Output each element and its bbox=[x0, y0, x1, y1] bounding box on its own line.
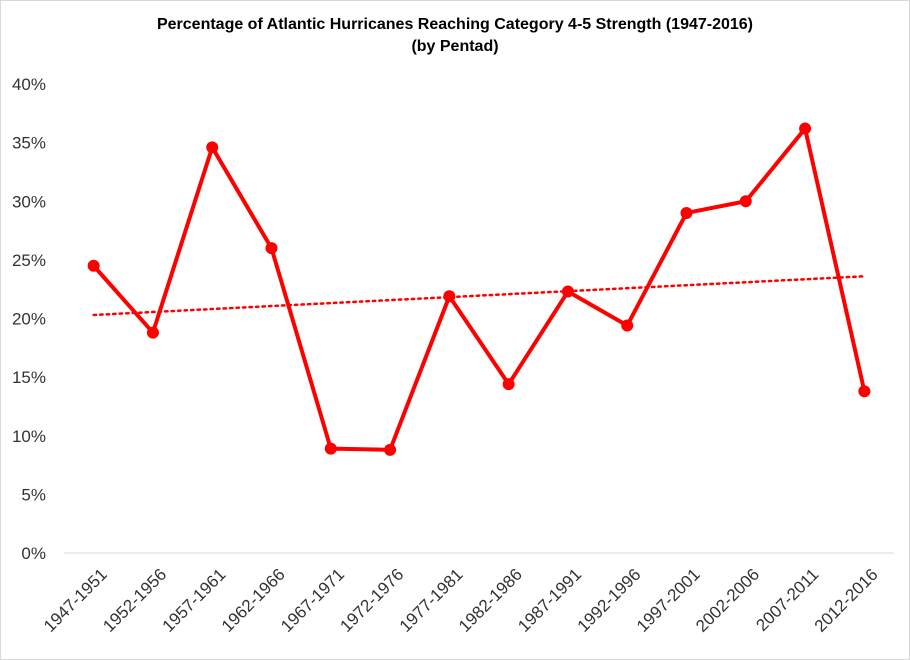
y-tick-label: 35% bbox=[12, 134, 46, 153]
x-tick-label: 1977-1981 bbox=[396, 565, 467, 636]
x-tick-label: 1992-1996 bbox=[574, 565, 645, 636]
data-point-1982-1986 bbox=[502, 378, 515, 391]
x-tick-label: 1952-1956 bbox=[99, 565, 170, 636]
data-point-1957-1961 bbox=[206, 141, 219, 154]
data-point-2007-2011 bbox=[799, 122, 812, 135]
data-point-1947-1951 bbox=[87, 259, 100, 272]
y-tick-label: 40% bbox=[12, 75, 46, 94]
x-tick-label: 1972-1976 bbox=[336, 565, 407, 636]
chart-subtitle: (by Pentad) bbox=[411, 38, 499, 55]
x-tick-label: 1982-1986 bbox=[455, 565, 526, 636]
x-tick-label: 1987-1991 bbox=[514, 565, 585, 636]
data-point-2002-2006 bbox=[739, 195, 752, 208]
data-point-1967-1971 bbox=[324, 442, 337, 455]
y-tick-label: 5% bbox=[21, 485, 46, 504]
x-tick-label: 1947-1951 bbox=[40, 565, 111, 636]
y-tick-label: 25% bbox=[12, 251, 46, 270]
chart-title: Percentage of Atlantic Hurricanes Reachi… bbox=[156, 16, 754, 33]
x-tick-label: 2012-2016 bbox=[811, 565, 882, 636]
x-tick-label: 2002-2006 bbox=[692, 565, 763, 636]
data-point-2012-2016 bbox=[858, 385, 871, 398]
data-point-1992-1996 bbox=[621, 319, 634, 332]
x-tick-label: 1997-2001 bbox=[633, 565, 704, 636]
data-point-1962-1966 bbox=[265, 242, 278, 255]
data-point-1972-1976 bbox=[384, 443, 397, 456]
trendline bbox=[92, 275, 866, 317]
y-tick-label: 30% bbox=[12, 192, 46, 211]
x-tick-label: 1962-1966 bbox=[218, 565, 289, 636]
series-line bbox=[92, 126, 867, 452]
y-tick-label: 20% bbox=[12, 310, 46, 329]
data-point-1952-1956 bbox=[146, 326, 159, 339]
data-point-1987-1991 bbox=[561, 285, 574, 298]
y-tick-label: 0% bbox=[21, 544, 46, 563]
y-tick-label: 10% bbox=[12, 427, 46, 446]
data-point-1977-1981 bbox=[443, 290, 456, 303]
x-tick-label: 1967-1971 bbox=[277, 565, 348, 636]
data-point-1997-2001 bbox=[680, 206, 693, 219]
y-tick-label: 15% bbox=[12, 368, 46, 387]
x-tick-label: 1957-1961 bbox=[159, 565, 230, 636]
